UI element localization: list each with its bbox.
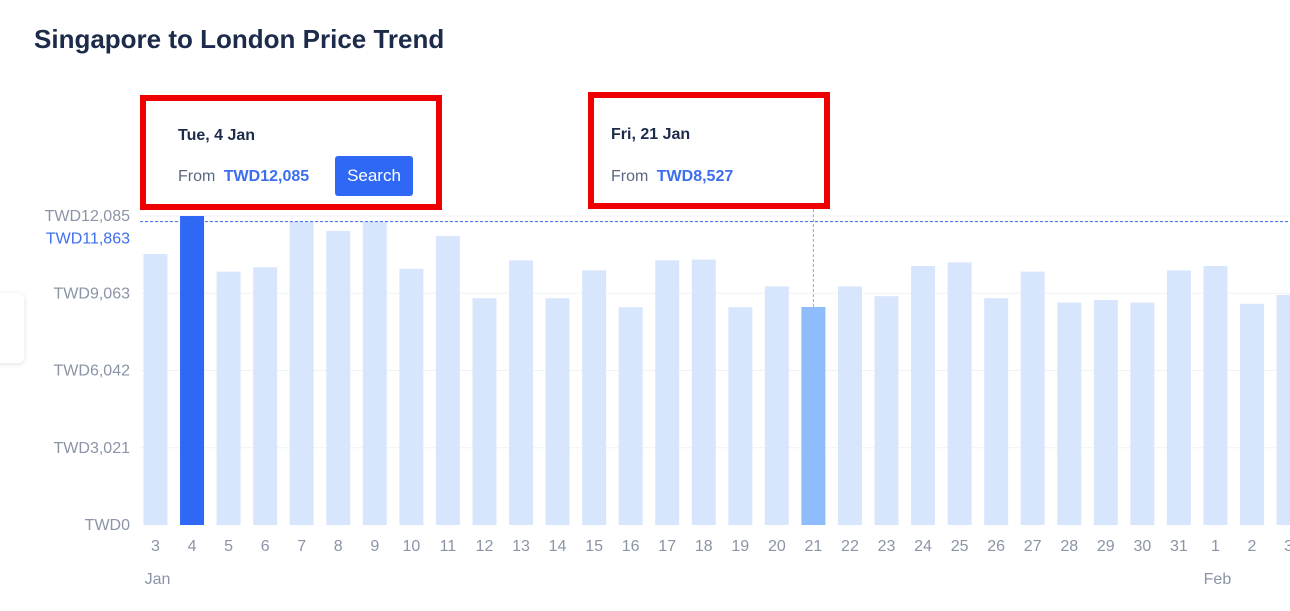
x-tick-label: 3 [1284,538,1290,555]
bar[interactable] [180,216,205,525]
bar[interactable] [472,298,497,525]
x-tick-label: 7 [297,538,306,555]
y-tick-label: TWD11,863 [46,231,130,248]
x-tick-label: 8 [334,538,343,555]
tooltip-price: TWD12,085 [223,168,310,185]
bar[interactable] [289,221,314,526]
y-tick-label: TWD9,063 [54,285,131,302]
x-tick-label: 22 [841,538,859,555]
bar[interactable] [1020,271,1045,525]
x-tick-label: 20 [768,538,786,555]
y-tick-label: TWD0 [85,517,130,534]
x-tick-label: 19 [731,538,749,555]
x-tick-label: 24 [914,538,932,555]
x-tick-label: 23 [878,538,896,555]
bar[interactable] [837,286,862,525]
search-button[interactable]: Search [335,156,413,196]
bar[interactable] [911,265,936,525]
month-label: Feb [1204,571,1232,588]
bar[interactable] [1093,299,1118,525]
bar[interactable] [874,296,899,525]
bar[interactable] [947,262,972,525]
page-title: Singapore to London Price Trend [34,24,445,54]
bar[interactable] [1166,270,1191,525]
x-tick-label: 29 [1097,538,1115,555]
tooltip-from-label: From [611,168,649,185]
x-tick-label: 25 [951,538,969,555]
x-tick-label: 16 [622,538,640,555]
x-tick-label: 30 [1133,538,1151,555]
x-tick-label: 6 [261,538,270,555]
bar[interactable] [582,270,607,525]
x-tick-label: 1 [1211,538,1220,555]
side-panel-tab[interactable] [0,293,24,363]
x-tick-label: 9 [370,538,379,555]
bar[interactable] [984,298,1009,525]
y-tick-label: TWD6,042 [54,363,131,380]
bar[interactable] [728,307,753,525]
x-tick-label: 11 [440,538,457,555]
tooltip-from-label: From [178,168,216,185]
x-tick-label: 5 [224,538,233,555]
bar[interactable] [362,221,387,526]
bar[interactable] [545,298,570,525]
bar[interactable] [1130,302,1155,525]
bar[interactable] [253,267,278,525]
bar[interactable] [801,306,826,525]
bar[interactable] [326,230,351,525]
x-tick-label: 10 [402,538,420,555]
bar[interactable] [435,236,460,525]
x-tick-label: 3 [151,538,160,555]
bar[interactable] [143,253,168,526]
x-tick-label: 21 [805,538,823,555]
tooltip-date: Fri, 21 Jan [611,126,691,143]
bar[interactable] [764,286,789,525]
bar[interactable] [1276,294,1290,525]
bar[interactable] [1057,302,1082,525]
y-tick-label: TWD3,021 [54,440,131,457]
x-tick-label: 28 [1060,538,1078,555]
tooltip-date: Tue, 4 Jan [178,127,256,144]
tooltip-price-line: From TWD12,085 [178,168,309,186]
x-tick-label: 15 [585,538,603,555]
tooltip-price-line: From TWD8,527 [611,168,733,186]
x-tick-label: 2 [1248,538,1257,555]
bar[interactable] [1203,265,1228,525]
bar[interactable] [691,259,716,525]
month-label: Jan [145,571,171,588]
y-tick-label: TWD12,085 [45,208,130,225]
bar[interactable] [216,271,241,525]
bar[interactable] [618,307,643,525]
bar[interactable] [399,268,424,525]
x-tick-label: 17 [658,538,676,555]
x-tick-label: 31 [1170,538,1188,555]
bar[interactable] [509,260,533,525]
x-tick-label: 13 [512,538,530,555]
x-tick-label: 14 [549,538,567,555]
x-tick-label: 4 [188,538,197,555]
x-tick-label: 12 [476,538,494,555]
bar[interactable] [655,260,680,525]
tooltip-selected-date: Tue, 4 Jan From TWD12,085 Search [140,95,442,210]
bar[interactable] [1240,303,1264,525]
tooltip-hover-date: Fri, 21 Jan From TWD8,527 [588,92,830,209]
x-tick-label: 27 [1024,538,1042,555]
tooltip-price: TWD8,527 [656,168,734,185]
x-tick-label: 26 [987,538,1005,555]
x-tick-label: 18 [695,538,713,555]
